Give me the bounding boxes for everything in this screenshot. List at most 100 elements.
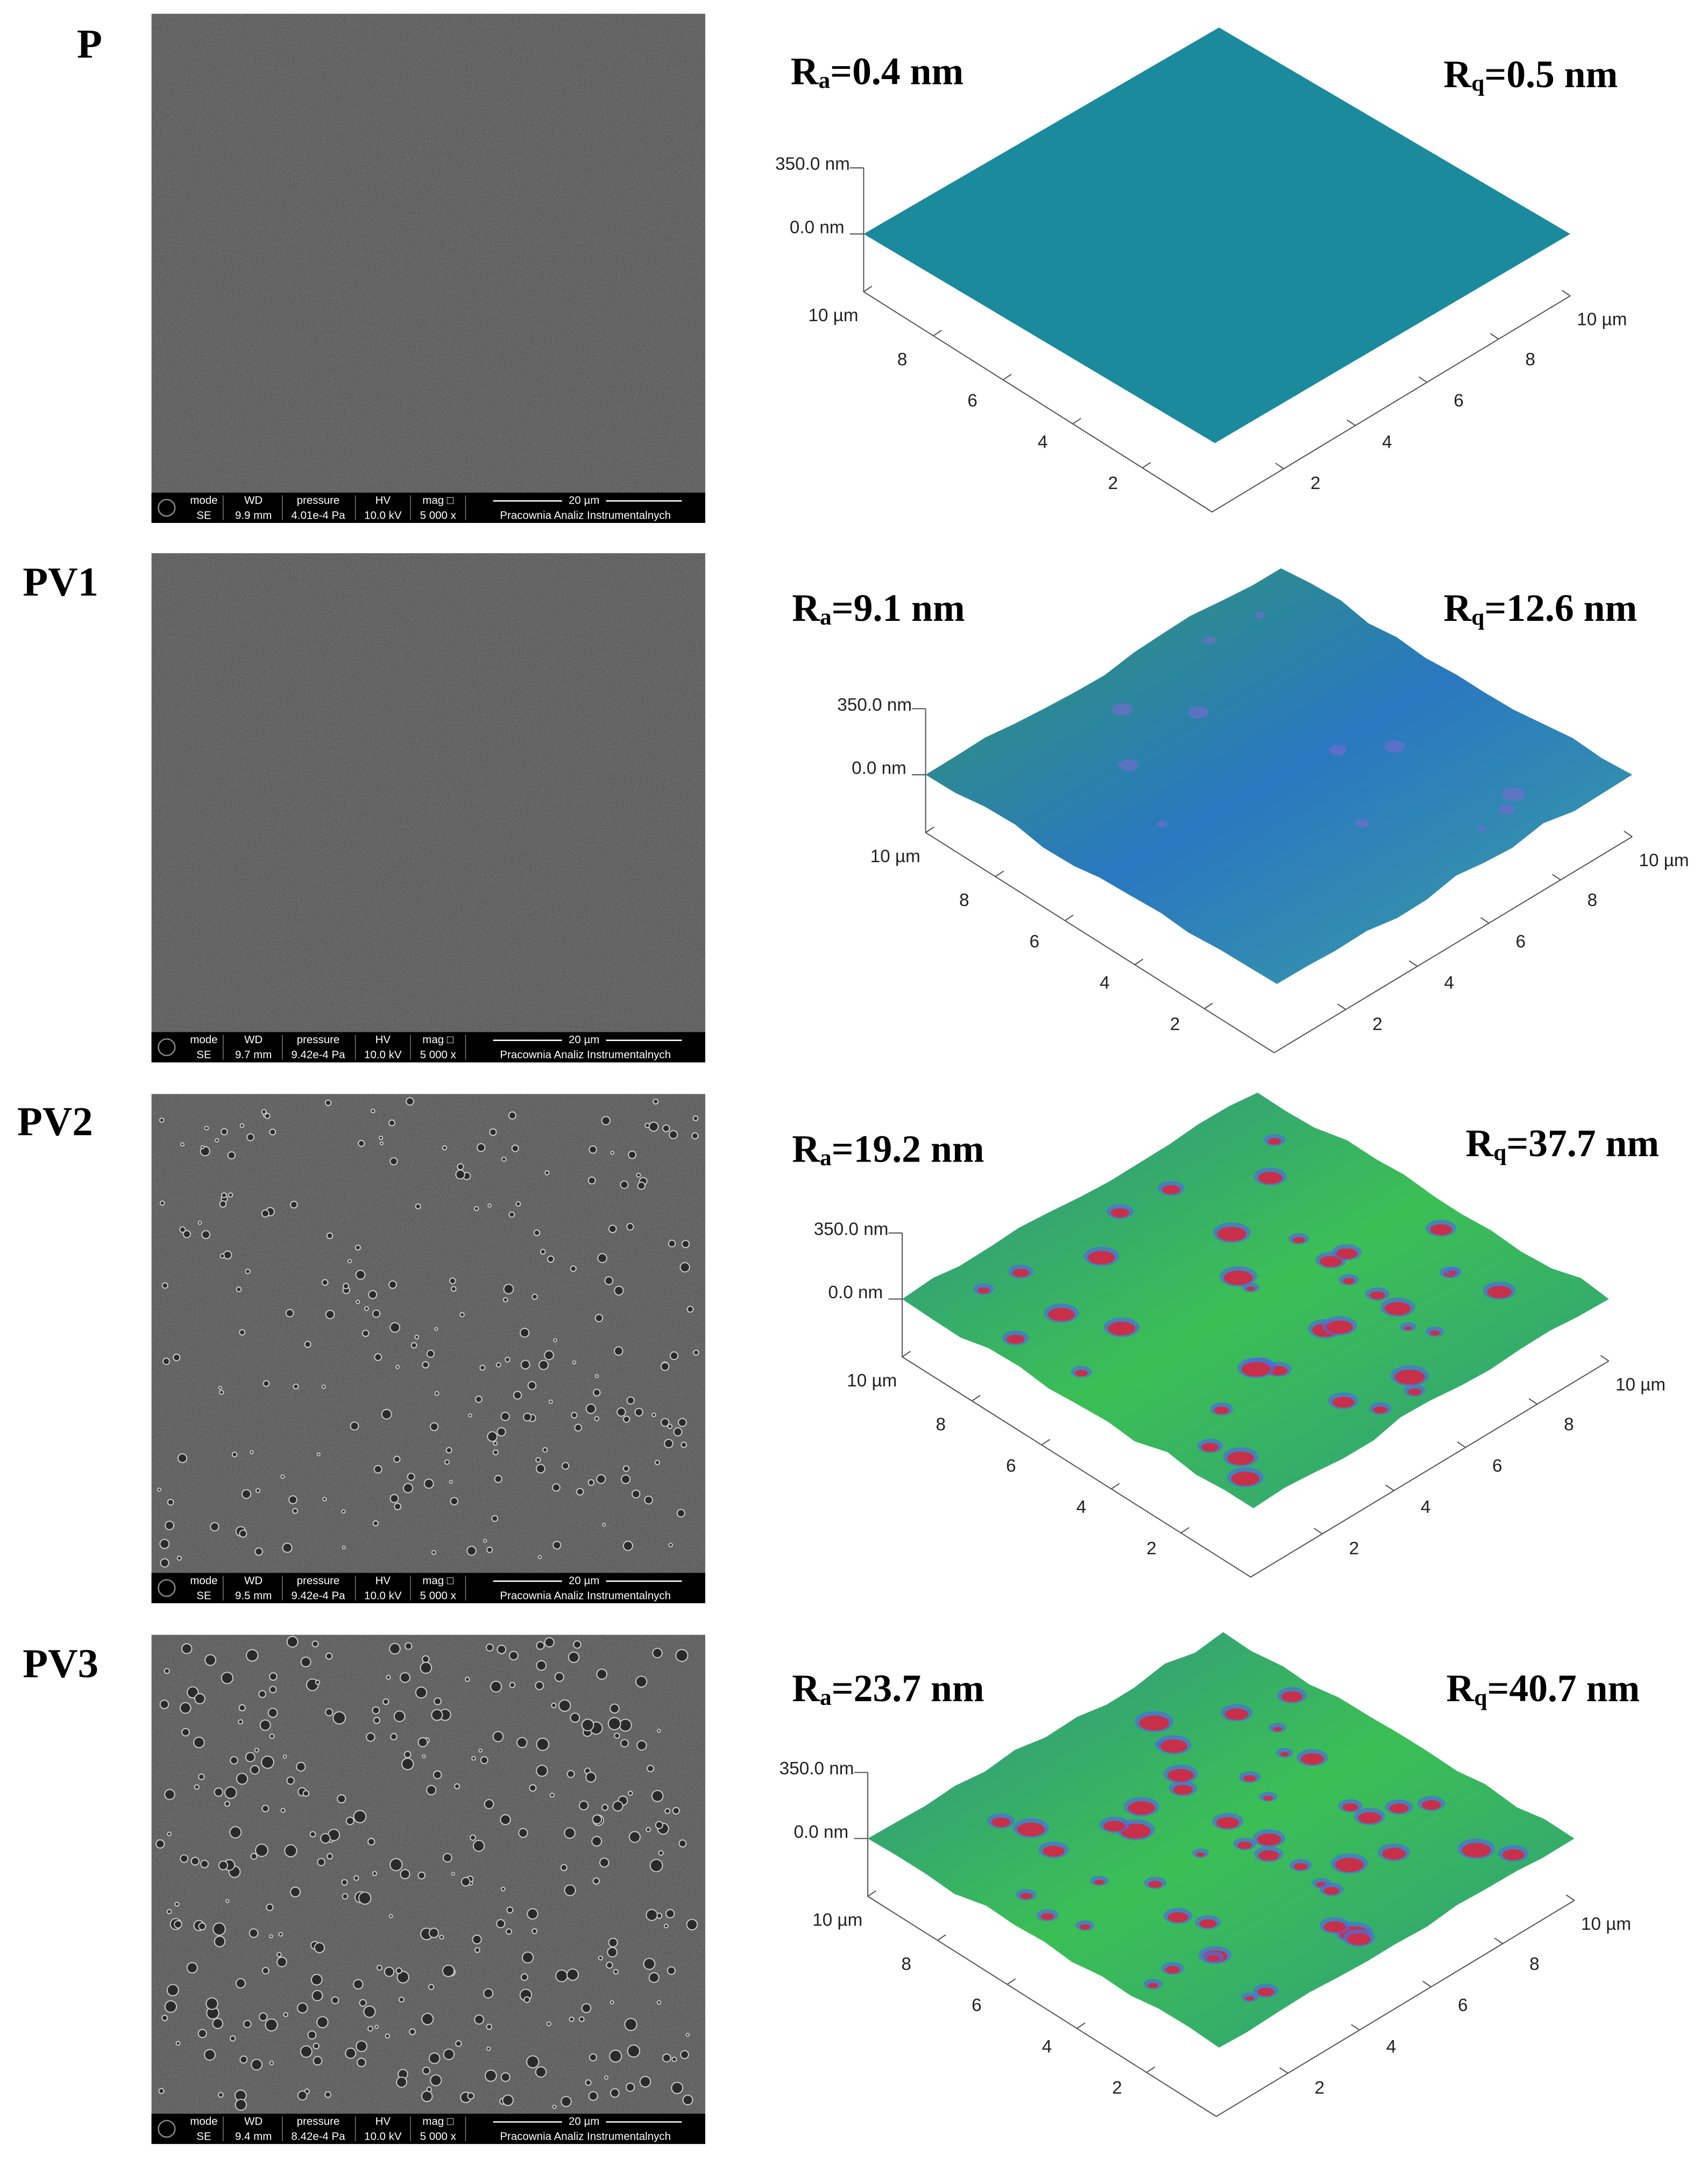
floor-tick [1346, 419, 1356, 426]
sem-texture [151, 1634, 705, 2114]
pore [362, 1329, 370, 1337]
pit [1079, 1924, 1090, 1930]
pore [621, 1474, 631, 1484]
pit [1043, 1845, 1065, 1857]
info-header: mode [190, 1034, 217, 1046]
pore [529, 1784, 537, 1792]
pore [356, 2040, 368, 2052]
pore [261, 1756, 274, 1769]
pore [542, 1447, 548, 1453]
pore [587, 1479, 595, 1486]
pore [679, 1262, 690, 1273]
pore [249, 1928, 259, 1938]
pore [161, 1282, 168, 1289]
pore [536, 1765, 548, 1777]
floor-tick [1314, 1527, 1323, 1534]
pore [353, 1979, 364, 1990]
pore [332, 1711, 346, 1725]
pore [502, 1297, 508, 1303]
subscript: q [1474, 1684, 1487, 1710]
spot [1118, 759, 1138, 771]
subscript: q [1471, 604, 1484, 630]
pore [468, 1413, 472, 1418]
pit [1487, 1286, 1512, 1298]
pore [523, 1996, 530, 2004]
pore [490, 1680, 502, 1693]
x-label: 8 [936, 1415, 946, 1435]
pore [300, 2045, 313, 2058]
pore [314, 1942, 325, 1953]
pore [280, 1474, 285, 1479]
pore [661, 1418, 670, 1427]
pore [453, 1783, 460, 1789]
pit [1332, 1397, 1355, 1408]
pore [570, 1712, 580, 1723]
info-header: pressure [297, 494, 340, 506]
pore [201, 1230, 211, 1240]
pit [1258, 1172, 1282, 1184]
floor-tick [1457, 1441, 1466, 1448]
spot [1202, 636, 1216, 645]
pore [594, 1374, 599, 1378]
pore [405, 1642, 413, 1650]
pore [654, 1460, 661, 1466]
pore [548, 1399, 553, 1404]
pore [555, 1969, 569, 1983]
pore [302, 1790, 310, 1797]
pore [537, 1555, 542, 1560]
pore [544, 1350, 554, 1361]
pore [614, 1285, 624, 1296]
pore [224, 1801, 231, 1807]
pore [671, 2056, 677, 2062]
pore [363, 2005, 376, 2018]
pore [478, 1748, 483, 1753]
pore [395, 1967, 402, 1974]
pore [486, 2023, 492, 2030]
pore [316, 1452, 321, 1456]
pore [214, 1787, 224, 1797]
pore [389, 1493, 399, 1503]
pore [204, 1126, 209, 1131]
pore [561, 1462, 570, 1470]
pore [614, 1346, 623, 1356]
pore [515, 1201, 521, 1207]
z-label: 350.0 nm [814, 1219, 889, 1239]
pore [588, 2091, 598, 2101]
floor-tick [1418, 376, 1428, 383]
y-label: 8 [1529, 1954, 1540, 1974]
pit [1196, 1852, 1205, 1857]
pore [521, 1951, 534, 1964]
pore [161, 2014, 168, 2021]
pore [181, 1643, 193, 1654]
afm-surface [902, 1092, 1609, 1509]
pore [212, 1922, 226, 1936]
pore [280, 1808, 286, 1813]
pore [285, 1308, 294, 1318]
pore [520, 1328, 530, 1338]
pore [471, 1756, 476, 1761]
info-value: 9.42e-4 Pa [291, 1049, 345, 1061]
symbol: R [1443, 587, 1472, 630]
pore [180, 1142, 185, 1147]
pit [1280, 1752, 1289, 1757]
scale-label: 20 µm [569, 494, 599, 506]
pore [691, 1132, 699, 1139]
pore [585, 1772, 597, 1783]
subscript: a [818, 67, 830, 93]
pore [322, 1497, 327, 1502]
pore [261, 1966, 270, 1974]
y-label: 10 µm [1615, 1375, 1666, 1395]
pore [239, 2055, 248, 2064]
pore [681, 1441, 688, 1448]
info-header: mag □ [422, 2115, 454, 2128]
value: =37.7 nm [1506, 1123, 1659, 1165]
pore [398, 1997, 405, 2003]
pore [430, 2074, 442, 2086]
roughness: Ra=0.4 nm [791, 51, 963, 93]
z-label: 350.0 nm [779, 1759, 854, 1779]
pore [572, 1360, 577, 1365]
pore [246, 1649, 259, 1662]
info-value: 9.5 mm [235, 1589, 272, 1602]
pore [357, 2057, 366, 2068]
pore [304, 1341, 311, 1348]
